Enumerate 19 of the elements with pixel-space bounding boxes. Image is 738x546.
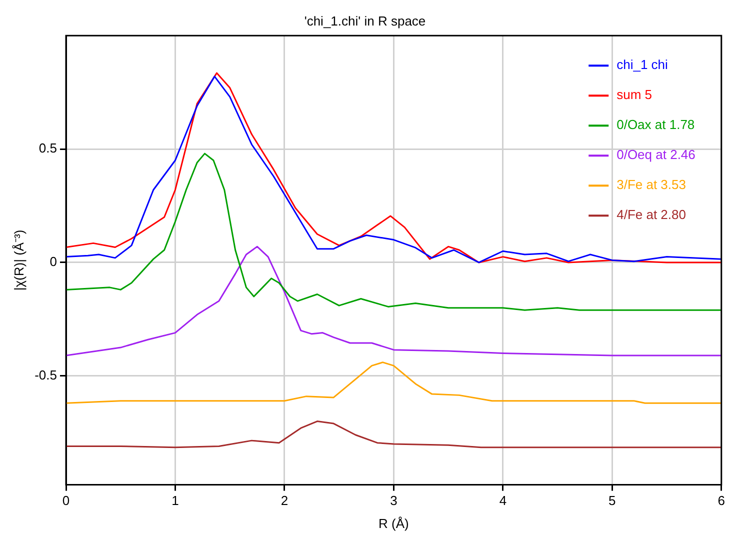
- legend-label: 0/Oeq at 2.46: [616, 147, 696, 162]
- x-tick-label: 2: [280, 493, 288, 508]
- x-axis-title: R (Å): [378, 516, 409, 531]
- y-axis-title: |χ(R)| (Å⁻³): [11, 230, 26, 291]
- x-tick-label: 4: [499, 493, 507, 508]
- legend-label: sum 5: [616, 87, 652, 102]
- legend-label: 0/Oax at 1.78: [616, 117, 695, 132]
- chart-title: 'chi_1.chi' in R space: [304, 13, 426, 28]
- legend-label: 4/Fe at 2.80: [616, 207, 686, 222]
- legend-label: chi_1 chi: [616, 57, 668, 72]
- y-tick-label: -0.5: [34, 367, 57, 382]
- x-tick-label: 5: [608, 493, 616, 508]
- legend-label: 3/Fe at 3.53: [616, 177, 686, 192]
- x-tick-label: 0: [62, 493, 70, 508]
- y-tick-label: 0.5: [38, 140, 57, 156]
- y-tick-label: 0: [50, 254, 57, 270]
- x-tick-label: 6: [718, 493, 725, 508]
- x-tick-label: 3: [390, 493, 398, 508]
- x-tick-label: 1: [172, 493, 179, 508]
